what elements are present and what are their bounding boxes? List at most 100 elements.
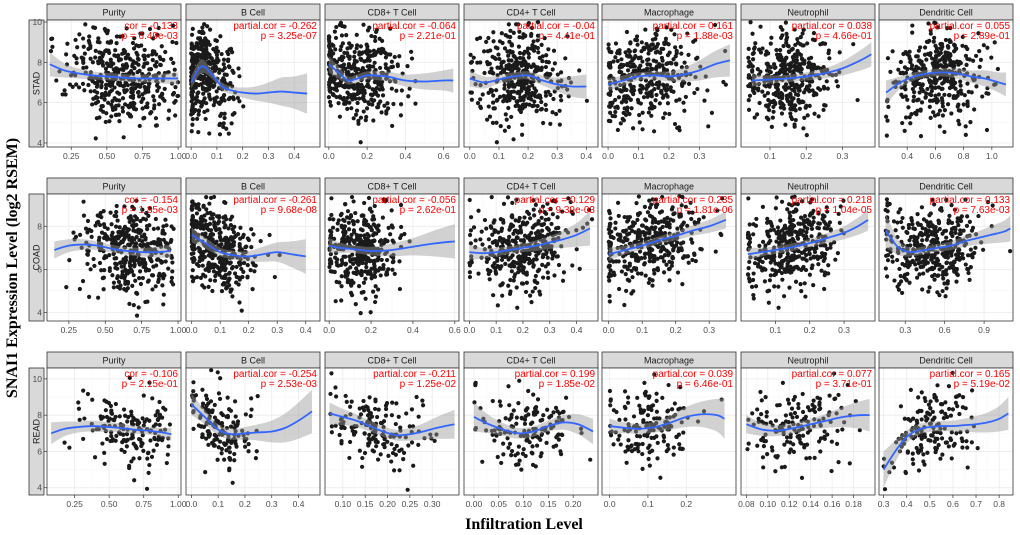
scatter-point [926,21,931,26]
scatter-point [942,129,947,135]
scatter-point [805,41,810,46]
scatter-point [515,81,520,87]
scatter-point [125,280,131,285]
scatter-point [163,259,168,264]
scatter-point [217,260,223,265]
scatter-point [144,210,149,216]
scatter-point [196,99,201,104]
scatter-points [606,22,728,134]
x-tick-label: 0.3 [694,151,706,161]
x-tick-label: 0.2 [517,325,529,335]
scatter-point [932,35,937,40]
scatter-point [227,237,232,242]
scatter-point [800,31,805,36]
scatter-point [227,255,233,260]
scatter-point [368,310,373,315]
scatter-point [201,54,207,59]
scatter-point [113,66,119,71]
scatter-point [153,64,159,69]
scatter-point [552,61,557,66]
scatter-point [510,71,515,76]
scatter-point [150,287,155,292]
scatter-point [514,285,519,290]
scatter-point [335,227,340,232]
p-value-label: p = 3.25e-07 [261,31,318,42]
scatter-point [218,255,223,260]
scatter-point [189,41,194,46]
scatter-point [343,254,348,259]
scatter-point [672,32,677,37]
scatter-point [238,261,243,266]
scatter-point [508,277,513,283]
scatter-point [545,270,550,275]
scatter-point [768,81,773,86]
scatter-point [135,70,140,75]
panel-border [185,193,321,322]
scatter-point [497,56,502,62]
scatter-point [976,31,981,36]
scatter-point [129,90,134,95]
scatter-point [502,128,507,133]
scatter-point [534,257,539,262]
scatter-point [782,61,787,66]
scatter-point [392,271,397,276]
scatter-point [351,116,356,121]
scatter-point [502,86,507,91]
scatter-point [902,83,907,88]
scatter-point [908,60,913,65]
scatter-point [908,121,913,126]
x-tick-label: 0.0 [186,325,198,335]
scatter-point [99,50,104,56]
scatter-point [109,82,115,87]
scatter-point [774,90,779,95]
scatter-point [328,103,333,108]
scatter-point [87,34,92,39]
scatter-point [124,227,130,232]
scatter-point [577,266,582,272]
scatter-point [120,96,126,101]
scatter-point [130,204,135,209]
scatter-point [384,76,389,81]
scatter-point [505,195,511,200]
scatter-point [924,91,929,96]
scatter-point [649,202,654,207]
scatter-point [563,228,568,233]
scatter-point [784,31,789,36]
scatter-point [109,241,115,246]
scatter-point [211,47,216,52]
scatter-point [380,38,385,43]
scatter-point [826,51,831,56]
fit-line [49,63,179,80]
x-tick-label: 0.6 [930,151,942,161]
scatter-point [175,93,180,99]
scatter-point [665,83,670,88]
scatter-point [219,288,225,294]
scatter-point [793,117,798,123]
row-strip [28,19,45,148]
scatter-point [132,65,137,71]
p-value-label: p = 2.62e-01 [400,205,457,216]
scatter-point [202,243,208,248]
scatter-point [171,60,176,66]
scatter-point [114,256,119,261]
scatter-point [939,96,944,101]
scatter-point [251,232,256,237]
scatter-point [141,216,146,221]
x-tick-label: 0.6 [438,151,450,161]
scatter-point [345,106,350,111]
scatter-point [202,96,207,101]
scatter-point [613,55,618,60]
panel-title: Macrophage [644,8,694,18]
scatter-point [173,85,178,90]
scatter-point [548,206,553,211]
scatter-point [903,87,908,92]
scatter-point [370,87,375,92]
scatter-point [372,34,378,40]
scatter-point [117,91,122,96]
scatter-point [650,214,655,220]
scatter-point [929,88,934,94]
scatter-point [510,200,515,205]
scatter-point [192,202,197,207]
scatter-point [227,47,232,52]
scatter-point [608,268,613,273]
